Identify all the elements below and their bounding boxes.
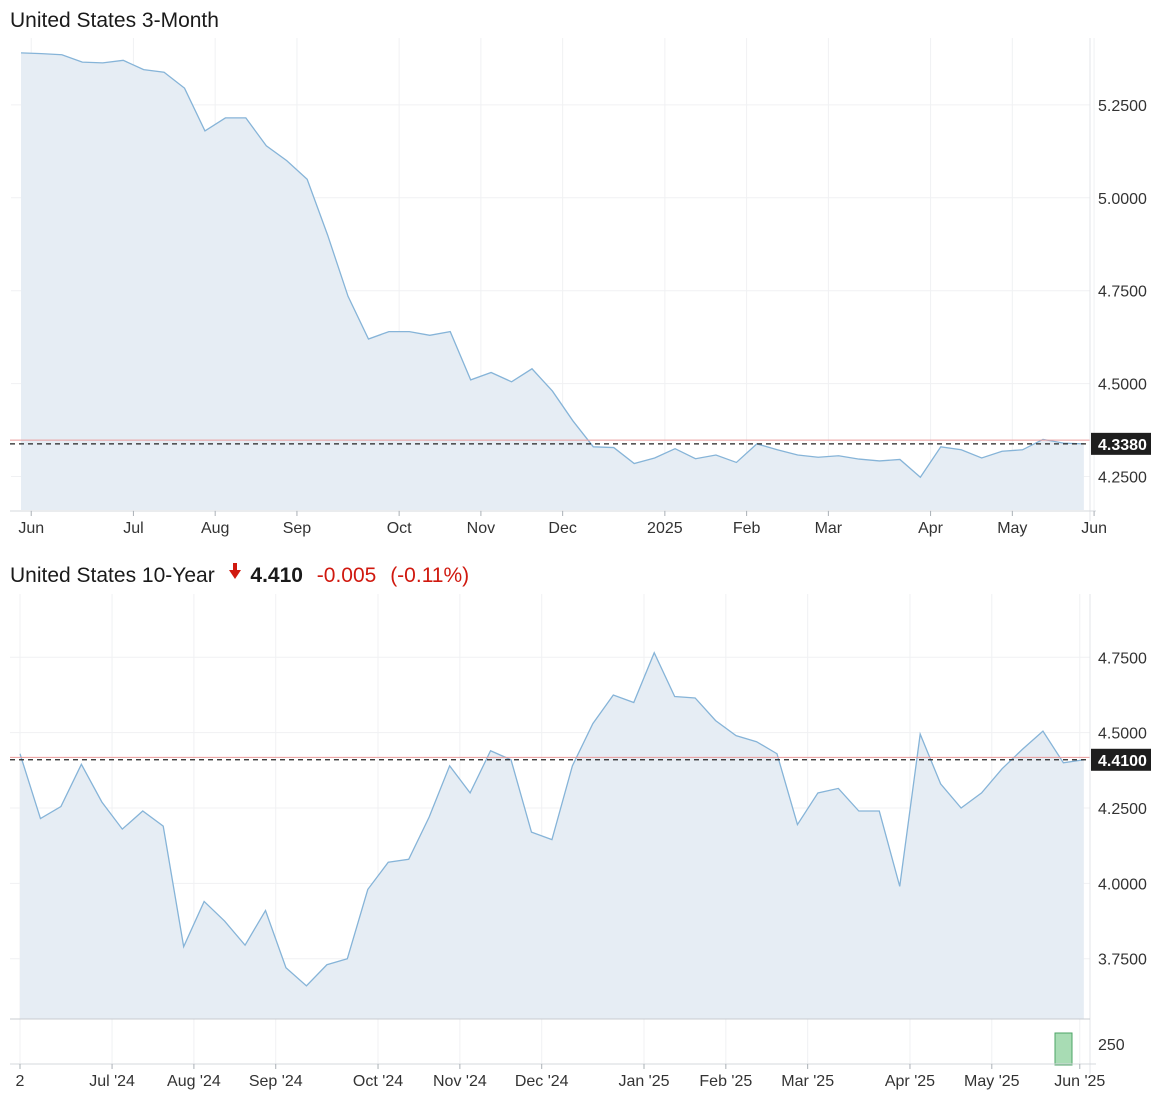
- volume-bar: [1054, 1032, 1073, 1066]
- series-line: [19, 651, 1084, 987]
- x-tick-label: Dec: [548, 520, 576, 537]
- x-tick-label: Nov '24: [433, 1073, 487, 1090]
- current-price-badge: [1091, 748, 1151, 771]
- y-tick-label: 4.7500: [1098, 284, 1147, 301]
- chart-1-title-text: United States 3-Month: [10, 9, 219, 32]
- y-tick-label: 4.5000: [1098, 377, 1147, 394]
- x-tick-label: Aug: [201, 520, 229, 537]
- chart-2-title-text: United States 10-Year: [10, 564, 215, 587]
- x-tick-label: Oct '24: [353, 1073, 403, 1090]
- x-tick-label: Jan '25: [618, 1073, 669, 1090]
- y-tick-label: 4.2500: [1098, 470, 1147, 487]
- x-tick-label: Apr '25: [885, 1073, 935, 1090]
- y-tick-label: 4.7500: [1098, 650, 1147, 667]
- x-tick-label: Apr: [918, 520, 944, 537]
- chart-1-title: United States 3-Month: [10, 9, 219, 33]
- y-tick-label: 3.7500: [1098, 952, 1147, 969]
- x-tick-label: Jun '25: [1054, 1073, 1105, 1090]
- y-tick-label: 4.2500: [1098, 801, 1147, 818]
- current-price-label: 4.4100: [1098, 753, 1147, 770]
- quote-change: -0.005: [316, 564, 377, 587]
- quote-change-percent: (-0.11%): [390, 564, 470, 587]
- y-tick-label: 4.5000: [1098, 726, 1147, 743]
- quote-price: 4.410: [250, 564, 303, 587]
- x-tick-label: Dec '24: [515, 1073, 569, 1090]
- y-tick-label: 5.2500: [1098, 98, 1147, 115]
- x-tick-label: 2: [16, 1073, 25, 1090]
- y-tick-label: 5.0000: [1098, 191, 1147, 208]
- series-line: [20, 52, 1084, 479]
- x-tick-label: Jul '24: [89, 1073, 135, 1090]
- x-tick-label: Sep '24: [249, 1073, 303, 1090]
- x-tick-label: Jun: [18, 520, 44, 537]
- x-tick-label: Feb '25: [699, 1073, 752, 1090]
- ten-year-chart: Investing.com4.75004.50004.25004.00003.7…: [10, 594, 1151, 1090]
- x-tick-label: Aug '24: [167, 1073, 221, 1090]
- x-tick-label: Sep: [283, 520, 312, 537]
- x-tick-label: Mar: [815, 520, 843, 537]
- x-tick-label: Nov: [467, 520, 495, 537]
- three-month-chart: Investing.com5.25005.00004.75004.50004.2…: [10, 38, 1151, 537]
- current-price-badge: [1091, 432, 1151, 455]
- series-area: [21, 52, 1084, 510]
- current-price-label: 4.3380: [1098, 437, 1147, 454]
- y-tick-label: 4.0000: [1098, 876, 1147, 893]
- x-tick-label: May '25: [964, 1073, 1020, 1090]
- down-arrow-icon: [228, 562, 241, 579]
- x-tick-label: Mar '25: [781, 1073, 834, 1090]
- series-area: [20, 652, 1084, 1019]
- volume-axis-label: 250: [1098, 1037, 1125, 1054]
- x-tick-label: 2025: [647, 520, 683, 537]
- x-tick-label: Jun: [1081, 520, 1107, 537]
- x-tick-label: Feb: [733, 520, 761, 537]
- x-tick-label: Jul: [123, 520, 143, 537]
- x-tick-label: Oct: [387, 520, 412, 537]
- x-tick-label: May: [997, 520, 1027, 537]
- chart-2-title: United States 10-Year 4.410 -0.005 (-0.1…: [10, 562, 470, 588]
